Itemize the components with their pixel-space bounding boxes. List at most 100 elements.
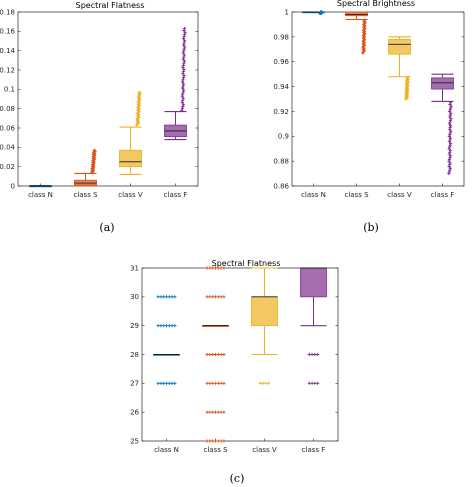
- outlier-marker: [180, 80, 185, 84]
- outlier-marker: [211, 295, 215, 299]
- outlier-marker: [182, 88, 186, 92]
- outlier-marker: [448, 163, 452, 167]
- outlier-marker: [170, 381, 174, 385]
- outlier-marker: [156, 381, 160, 385]
- outlier-marker: [137, 90, 142, 94]
- outlier-marker: [170, 295, 174, 299]
- outlier-marker: [213, 439, 218, 443]
- outlier-marker: [181, 72, 185, 76]
- outlier-marker: [219, 381, 223, 385]
- outlier-marker: [222, 266, 226, 270]
- outlier-marker: [183, 39, 187, 43]
- outlier-marker: [180, 109, 184, 113]
- outlier-marker: [219, 352, 223, 357]
- outlier-marker: [181, 84, 185, 88]
- panel-b-title: Spectral Brightness: [337, 0, 415, 8]
- outlier-marker: [164, 381, 169, 385]
- outlier-marker: [447, 157, 452, 162]
- panel-c-label: (c): [230, 472, 245, 485]
- outlier-marker: [164, 324, 169, 328]
- panel-a-label: (a): [99, 221, 114, 234]
- x-tick-label: class S: [344, 191, 369, 199]
- outlier-marker: [448, 120, 452, 124]
- outlier-marker: [362, 19, 367, 23]
- outlier-marker: [205, 381, 209, 385]
- outlier-marker: [159, 324, 163, 328]
- outlier-marker: [448, 166, 452, 170]
- outlier-marker: [222, 352, 226, 357]
- outlier-marker: [211, 410, 215, 414]
- panel-c-plot: 25 26 27 28 29 30 31 class N class S class V class…: [130, 264, 339, 454]
- outlier-marker: [448, 143, 452, 147]
- panel-a: Spectral Flatness 0 0.02 0.04 0.06 0.08 0.1 0.…: [0, 1, 199, 234]
- x-tick-label: class V: [118, 191, 143, 199]
- outlier-marker: [182, 67, 186, 72]
- outlier-marker: [219, 439, 223, 443]
- x-tick-label: class S: [73, 191, 98, 199]
- outlier-marker: [182, 35, 186, 39]
- box-class-F: [431, 73, 454, 176]
- y-tick-label: 0.04: [0, 144, 16, 152]
- outlier-marker: [211, 266, 215, 270]
- panel-a-title: Spectral Flatness: [76, 1, 145, 10]
- outlier-marker: [181, 92, 185, 96]
- outlier-marker: [183, 30, 187, 35]
- outlier-marker: [181, 104, 185, 109]
- outlier-marker: [219, 410, 223, 414]
- outlier-marker: [448, 136, 453, 140]
- y-tick-label: 30: [130, 293, 139, 301]
- outlier-marker: [162, 381, 166, 385]
- outlier-marker: [170, 324, 174, 328]
- outlier-marker: [216, 266, 220, 270]
- outlier-marker: [173, 324, 177, 328]
- outlier-marker: [448, 108, 452, 112]
- outlier-marker: [92, 149, 96, 153]
- outlier-marker: [448, 161, 452, 165]
- outlier-marker: [448, 138, 452, 142]
- outlier-marker: [222, 295, 226, 299]
- x-tick-label: class N: [154, 446, 179, 454]
- outlier-marker: [448, 154, 453, 158]
- y-tick-label: 0.02: [0, 163, 15, 171]
- y-tick-label: 26: [130, 409, 139, 417]
- outlier-marker: [447, 171, 451, 176]
- outlier-marker: [162, 324, 166, 328]
- y-tick-label: 0.92: [273, 108, 289, 116]
- outlier-marker: [92, 148, 97, 152]
- outlier-marker: [447, 164, 451, 169]
- y-tick-label: 0.96: [273, 58, 289, 66]
- outlier-marker: [181, 78, 185, 82]
- panel-b-label: (b): [363, 221, 379, 234]
- panel-c-title: Spectral Flatness: [212, 259, 281, 268]
- outlier-marker: [448, 145, 452, 149]
- outlier-marker: [448, 148, 452, 153]
- outlier-marker: [180, 100, 184, 104]
- outlier-marker: [182, 41, 186, 45]
- y-tick-label: 27: [130, 380, 139, 388]
- outlier-marker: [173, 295, 177, 299]
- outlier-marker: [159, 295, 163, 299]
- outlier-marker: [205, 410, 209, 414]
- y-tick-label: 0.12: [0, 66, 15, 74]
- outlier-marker: [213, 381, 218, 385]
- box-body: [388, 38, 411, 55]
- outlier-marker: [181, 37, 186, 41]
- outlier-marker: [447, 147, 451, 151]
- outlier-marker: [449, 106, 453, 110]
- outlier-marker: [316, 352, 320, 357]
- outlier-marker: [182, 59, 187, 63]
- outlier-marker: [181, 76, 186, 80]
- outlier-marker: [181, 102, 185, 107]
- outlier-marker: [181, 65, 185, 70]
- y-tick-label: 0.14: [0, 47, 16, 55]
- outlier-marker: [448, 156, 452, 160]
- outlier-marker: [208, 410, 212, 414]
- x-tick-label: class F: [431, 191, 455, 199]
- outlier-marker: [267, 381, 271, 385]
- outlier-marker: [448, 133, 452, 137]
- outlier-marker: [208, 352, 212, 357]
- y-tick-label: 29: [130, 322, 139, 330]
- y-tick-label: 0.88: [273, 158, 289, 166]
- outlier-marker: [182, 49, 186, 53]
